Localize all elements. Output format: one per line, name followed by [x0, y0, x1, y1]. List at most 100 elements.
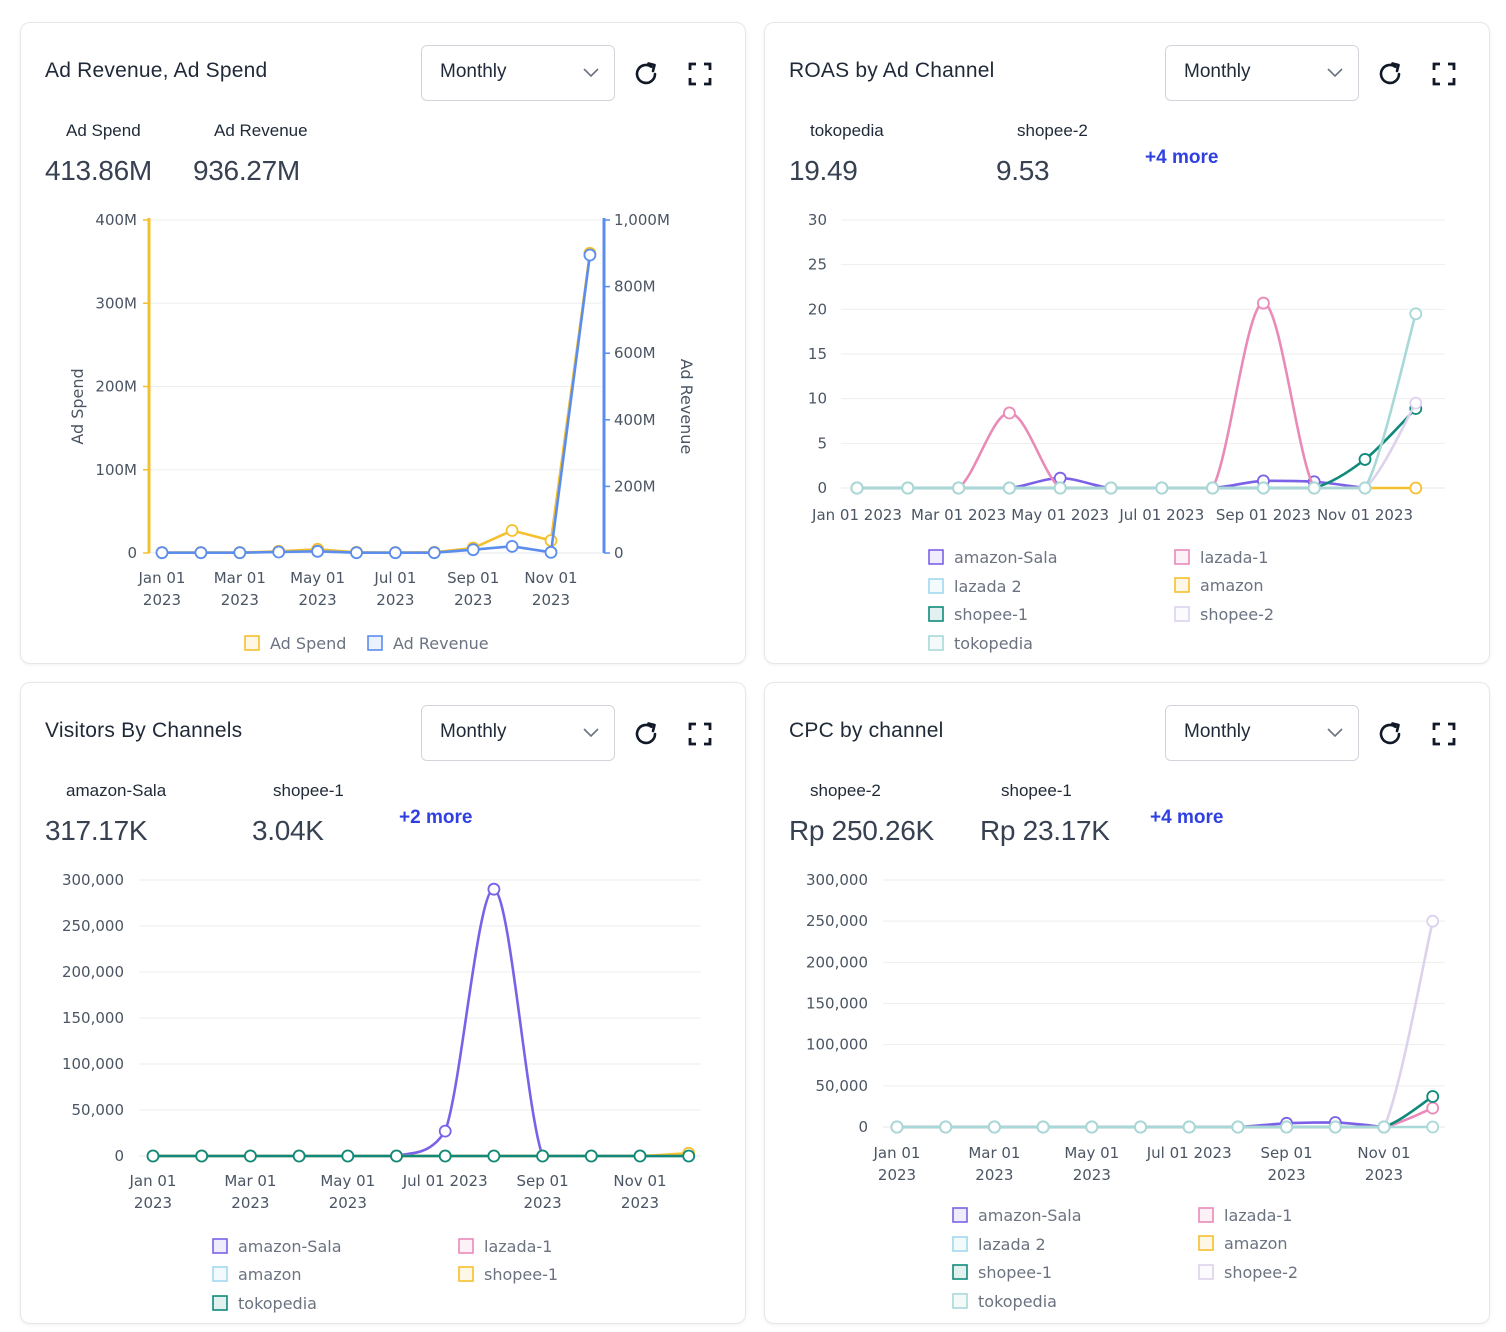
data-point — [1426, 1090, 1440, 1103]
more-link[interactable]: +4 more — [1145, 147, 1219, 168]
y2-tick-label: 400M — [614, 411, 656, 429]
x-tick-label: Jan 01 — [873, 1144, 921, 1162]
card-title: ROAS by Ad Channel — [789, 59, 995, 82]
period-dropdown[interactable]: Monthly — [421, 705, 615, 761]
y-tick-label: 50,000 — [816, 1077, 869, 1095]
x-tick-label: Jan 01 — [138, 569, 186, 587]
x-tick-label: 2023 — [532, 591, 570, 609]
refresh-icon[interactable] — [631, 719, 661, 749]
data-point — [1426, 914, 1440, 928]
x-tick-label: Mar 01 — [214, 569, 266, 587]
y-tick-label: 10 — [808, 390, 827, 408]
data-point — [487, 1149, 501, 1163]
data-point — [1409, 481, 1423, 495]
data-point — [311, 544, 325, 558]
kpi-value: 413.86M — [45, 155, 152, 186]
y-tick-label: 100,000 — [806, 1036, 868, 1054]
data-point — [1280, 1120, 1293, 1134]
data-point — [901, 481, 915, 495]
y-tick-label: 400M — [95, 211, 137, 229]
period-dropdown[interactable]: Monthly — [421, 45, 615, 101]
x-tick-label: Sep 01 — [447, 569, 499, 587]
y-tick-label: 20 — [808, 300, 827, 318]
legend-swatch — [928, 549, 944, 565]
data-point — [195, 1149, 209, 1163]
data-point — [1358, 481, 1372, 495]
data-point — [1377, 1120, 1391, 1134]
kpi-value: 936.27M — [193, 155, 300, 186]
expand-icon[interactable] — [1429, 59, 1459, 89]
data-point — [1307, 481, 1321, 495]
legend-swatch — [928, 635, 944, 651]
data-point — [1256, 481, 1270, 495]
data-point — [1182, 1120, 1196, 1134]
legend-swatch — [1174, 606, 1190, 622]
data-point — [1409, 307, 1423, 321]
card-title: Visitors By Channels — [45, 719, 243, 742]
legend-swatch — [244, 635, 260, 651]
x-tick-label: Nov 01 — [524, 569, 577, 587]
kpi-value: 317.17K — [45, 815, 148, 846]
y2-tick-label: 600M — [614, 344, 656, 362]
x-tick-label: Sep 01 2023 — [1216, 506, 1311, 524]
chevron-down-icon — [583, 728, 599, 738]
y-tick-label: 15 — [808, 345, 827, 363]
expand-icon[interactable] — [685, 719, 715, 749]
period-dropdown[interactable]: Monthly — [1165, 45, 1359, 101]
x-tick-label: 2023 — [621, 1194, 659, 1212]
visitors-chart: 0 50,000 100,000 150,000 200,000 250,000 300,0… — [62, 871, 701, 1313]
data-point — [272, 545, 286, 559]
period-dropdown[interactable]: Monthly — [1165, 705, 1359, 761]
refresh-icon[interactable] — [1375, 59, 1405, 89]
kpi-value: Rp 23.17K — [980, 815, 1110, 846]
card-title: Ad Revenue, Ad Spend — [45, 59, 268, 82]
chevron-down-icon — [1327, 728, 1343, 738]
x-tick-label: 2023 — [975, 1166, 1013, 1184]
data-point — [1426, 1120, 1440, 1134]
y-tick-label: 300M — [95, 294, 137, 312]
ad-revenue-spend-card: Ad Revenue, Ad Spend Monthly Ad Spend 41… — [20, 22, 746, 664]
legend-label: amazon — [1200, 576, 1264, 595]
legend-swatch — [1174, 577, 1190, 593]
data-point — [544, 545, 558, 559]
legend-swatch — [1198, 1207, 1214, 1223]
refresh-icon[interactable] — [631, 59, 661, 89]
refresh-icon[interactable] — [1375, 719, 1405, 749]
legend-label: lazada-1 — [1200, 548, 1268, 567]
x-tick-label: Sep 01 — [1261, 1144, 1313, 1162]
expand-icon[interactable] — [1429, 719, 1459, 749]
y-tick-label: 50,000 — [72, 1101, 125, 1119]
x-tick-label: 2023 — [299, 591, 337, 609]
ad-revenue-spend-chart: 0 100M 200M 300M 400M 0 200M 400M 600M 800M 1,000M… — [68, 211, 696, 653]
x-tick-label: 2023 — [143, 591, 181, 609]
legend-label: amazon-Sala — [954, 548, 1058, 567]
legend-label: lazada 2 — [978, 1235, 1046, 1254]
more-link[interactable]: +4 more — [1150, 807, 1224, 828]
y-axis-title: Ad Spend — [68, 368, 87, 444]
x-tick-label: Jul 01 2023 — [402, 1172, 488, 1190]
data-point — [350, 546, 363, 560]
more-link[interactable]: +2 more — [399, 807, 473, 828]
kpi-value: 9.53 — [996, 155, 1050, 186]
kpi-value: 19.49 — [789, 155, 858, 186]
legend-swatch — [212, 1295, 228, 1311]
legend-label: amazon — [238, 1265, 302, 1284]
y-tick-label: 300,000 — [62, 871, 124, 889]
data-point — [505, 524, 519, 537]
card-title: CPC by channel — [789, 719, 944, 742]
period-dropdown-label: Monthly — [1184, 61, 1251, 82]
y-tick-label: 150,000 — [806, 995, 868, 1013]
x-tick-label: 2023 — [376, 591, 414, 609]
data-point — [1426, 1101, 1440, 1115]
data-point — [939, 1120, 953, 1134]
legend-swatch — [1174, 549, 1190, 565]
legend-swatch — [212, 1266, 228, 1282]
x-tick-label: Jul 01 2023 — [1118, 506, 1204, 524]
legend-swatch — [1198, 1264, 1214, 1280]
data-point — [487, 882, 501, 896]
kpi-label: Ad Revenue — [214, 121, 308, 140]
legend-swatch — [952, 1293, 968, 1309]
data-point — [1134, 1120, 1147, 1134]
expand-icon[interactable] — [685, 59, 715, 89]
legend-label: Ad Revenue — [393, 634, 489, 653]
